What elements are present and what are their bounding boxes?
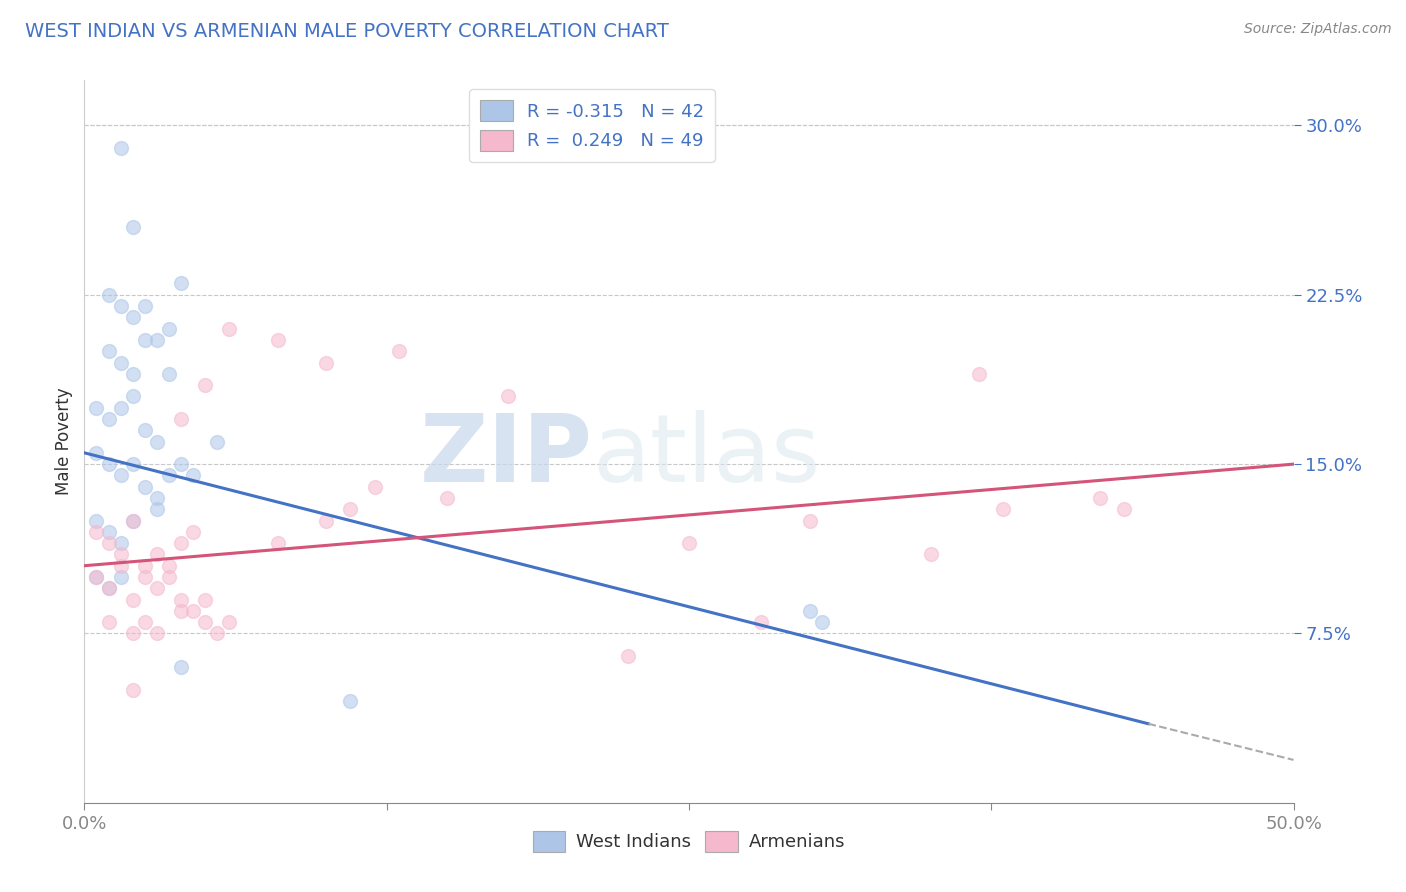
Point <box>110 468 132 483</box>
Point <box>121 220 143 235</box>
Point <box>121 592 143 607</box>
Point <box>993 502 1015 516</box>
Point <box>315 514 337 528</box>
Point <box>157 570 180 584</box>
Point <box>110 141 132 155</box>
Text: ZIP: ZIP <box>419 410 592 502</box>
Point <box>146 434 169 449</box>
Point <box>146 491 169 505</box>
Point <box>121 389 143 403</box>
Point <box>86 401 108 415</box>
Point <box>121 367 143 381</box>
Point <box>110 570 132 584</box>
Point <box>134 333 156 347</box>
Y-axis label: Male Poverty: Male Poverty <box>55 388 73 495</box>
Point <box>134 558 156 573</box>
Point <box>97 524 120 539</box>
Point <box>97 287 120 301</box>
Point <box>218 615 240 630</box>
Point <box>363 480 385 494</box>
Point <box>110 548 132 562</box>
Point <box>86 570 108 584</box>
Point <box>811 615 834 630</box>
Point <box>170 592 193 607</box>
Point <box>170 277 193 291</box>
Point <box>157 367 180 381</box>
Point <box>799 604 821 618</box>
Point <box>97 412 120 426</box>
Text: WEST INDIAN VS ARMENIAN MALE POVERTY CORRELATION CHART: WEST INDIAN VS ARMENIAN MALE POVERTY COR… <box>25 22 669 41</box>
Point <box>110 355 132 369</box>
Point <box>146 548 169 562</box>
Point <box>86 524 108 539</box>
Point <box>121 626 143 640</box>
Point <box>146 502 169 516</box>
Point <box>194 378 217 392</box>
Point <box>181 524 204 539</box>
Text: atlas: atlas <box>592 410 821 502</box>
Point <box>86 446 108 460</box>
Point <box>496 389 519 403</box>
Point <box>134 299 156 313</box>
Point <box>110 401 132 415</box>
Point <box>967 367 990 381</box>
Point <box>121 682 143 697</box>
Point <box>110 558 132 573</box>
Point <box>170 457 193 471</box>
Point <box>617 648 640 663</box>
Point <box>146 333 169 347</box>
Point <box>97 582 120 596</box>
Point <box>97 457 120 471</box>
Point <box>181 468 204 483</box>
Point <box>157 468 180 483</box>
Point <box>920 548 942 562</box>
Point <box>678 536 700 550</box>
Point <box>207 434 229 449</box>
Text: Source: ZipAtlas.com: Source: ZipAtlas.com <box>1244 22 1392 37</box>
Point <box>97 344 120 359</box>
Point <box>121 514 143 528</box>
Point <box>157 558 180 573</box>
Point <box>97 536 120 550</box>
Point <box>170 412 193 426</box>
Point <box>86 570 108 584</box>
Point <box>799 514 821 528</box>
Point <box>218 321 240 335</box>
Point <box>267 536 290 550</box>
Point <box>134 615 156 630</box>
Point <box>134 570 156 584</box>
Point <box>181 604 204 618</box>
Point <box>97 582 120 596</box>
Point <box>157 321 180 335</box>
Point <box>146 626 169 640</box>
Legend: West Indians, Armenians: West Indians, Armenians <box>526 823 852 859</box>
Point <box>194 592 217 607</box>
Point <box>170 660 193 674</box>
Point <box>134 423 156 437</box>
Point <box>121 310 143 325</box>
Point <box>388 344 411 359</box>
Point <box>170 604 193 618</box>
Point <box>170 536 193 550</box>
Point <box>267 333 290 347</box>
Point <box>315 355 337 369</box>
Point <box>339 502 361 516</box>
Point <box>110 536 132 550</box>
Point <box>121 457 143 471</box>
Point <box>134 480 156 494</box>
Point <box>97 615 120 630</box>
Point <box>1114 502 1136 516</box>
Point <box>751 615 773 630</box>
Point <box>339 694 361 708</box>
Point <box>207 626 229 640</box>
Point <box>146 582 169 596</box>
Point <box>121 514 143 528</box>
Point <box>86 514 108 528</box>
Point <box>436 491 458 505</box>
Point <box>194 615 217 630</box>
Point <box>1088 491 1111 505</box>
Point <box>110 299 132 313</box>
